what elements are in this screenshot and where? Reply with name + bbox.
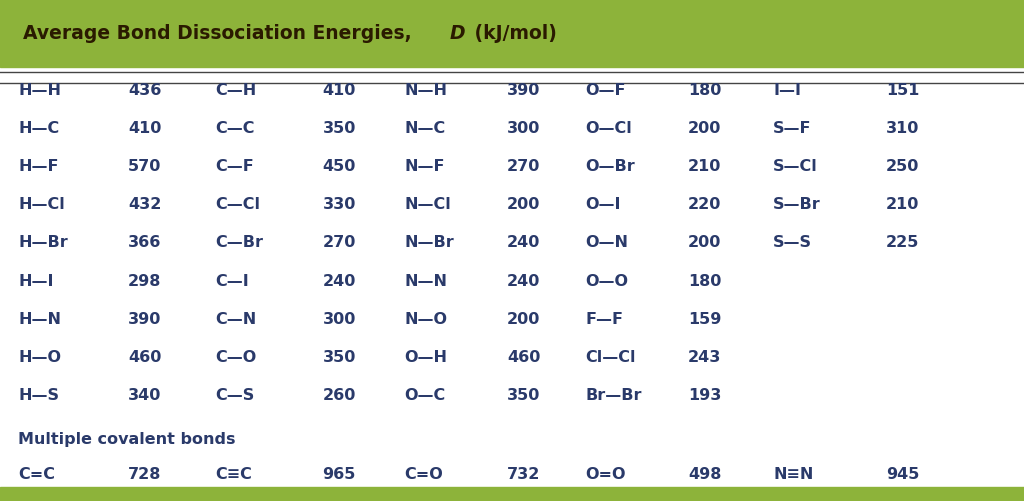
Text: 570: 570	[128, 159, 162, 174]
Text: 270: 270	[323, 235, 356, 250]
Text: C=O: C=O	[404, 466, 443, 481]
Text: 310: 310	[886, 121, 920, 136]
Text: D: D	[450, 25, 465, 43]
Bar	[0, 0, 1024, 68]
Text: S—S: S—S	[773, 235, 812, 250]
Text: 300: 300	[323, 311, 356, 326]
Text: (kJ/mol): (kJ/mol)	[468, 25, 557, 43]
Text: 225: 225	[886, 235, 920, 250]
Text: Average Bond Dissociation Energies,: Average Bond Dissociation Energies,	[23, 25, 418, 43]
Text: Cl—Cl: Cl—Cl	[586, 349, 636, 364]
Text: O—C: O—C	[404, 387, 445, 402]
Text: N—O: N—O	[404, 311, 447, 326]
Text: S—Cl: S—Cl	[773, 159, 818, 174]
Text: I—I: I—I	[773, 83, 801, 98]
Text: C≡C: C≡C	[215, 466, 252, 481]
Text: 460: 460	[507, 349, 541, 364]
Text: 498: 498	[688, 466, 722, 481]
Text: N≡N: N≡N	[773, 466, 813, 481]
Text: N—H: N—H	[404, 83, 447, 98]
Text: C—C: C—C	[215, 121, 255, 136]
Text: 390: 390	[128, 311, 162, 326]
Text: 250: 250	[886, 159, 920, 174]
Text: 270: 270	[507, 159, 541, 174]
Text: 240: 240	[507, 273, 541, 288]
Text: 200: 200	[688, 235, 722, 250]
Text: 243: 243	[688, 349, 722, 364]
Text: 180: 180	[688, 83, 722, 98]
Text: N—F: N—F	[404, 159, 445, 174]
Text: O—H: O—H	[404, 349, 447, 364]
Text: N—Br: N—Br	[404, 235, 455, 250]
Text: S—F: S—F	[773, 121, 812, 136]
Text: H—H: H—H	[18, 83, 61, 98]
Text: 390: 390	[507, 83, 541, 98]
Text: O=O: O=O	[586, 466, 627, 481]
Text: O—O: O—O	[586, 273, 629, 288]
Text: C=C: C=C	[18, 466, 55, 481]
Text: O—I: O—I	[586, 197, 622, 212]
Text: H—Br: H—Br	[18, 235, 69, 250]
Text: O—Cl: O—Cl	[586, 121, 633, 136]
Text: H—N: H—N	[18, 311, 61, 326]
Text: 436: 436	[128, 83, 162, 98]
Text: C—Cl: C—Cl	[215, 197, 260, 212]
Text: C—O: C—O	[215, 349, 256, 364]
Text: N—N: N—N	[404, 273, 447, 288]
Text: 240: 240	[323, 273, 356, 288]
Text: 151: 151	[886, 83, 920, 98]
Text: 340: 340	[128, 387, 162, 402]
Text: C—Br: C—Br	[215, 235, 263, 250]
Text: F—F: F—F	[586, 311, 624, 326]
Text: 298: 298	[128, 273, 162, 288]
Text: H—F: H—F	[18, 159, 59, 174]
Text: H—O: H—O	[18, 349, 61, 364]
Text: 300: 300	[507, 121, 541, 136]
Text: O—N: O—N	[586, 235, 629, 250]
Text: 350: 350	[323, 349, 356, 364]
Text: 200: 200	[688, 121, 722, 136]
Text: 200: 200	[507, 197, 541, 212]
Text: Br—Br: Br—Br	[586, 387, 642, 402]
Text: 945: 945	[886, 466, 920, 481]
Text: 210: 210	[886, 197, 920, 212]
Text: 728: 728	[128, 466, 162, 481]
Text: O—Br: O—Br	[586, 159, 636, 174]
Text: 159: 159	[688, 311, 722, 326]
Text: S—Br: S—Br	[773, 197, 821, 212]
Text: C—H: C—H	[215, 83, 256, 98]
Text: 410: 410	[323, 83, 356, 98]
Text: 260: 260	[323, 387, 356, 402]
Text: N—C: N—C	[404, 121, 445, 136]
Text: 193: 193	[688, 387, 722, 402]
Text: 732: 732	[507, 466, 541, 481]
Bar	[0, 487, 1024, 501]
Text: H—Cl: H—Cl	[18, 197, 66, 212]
Text: 460: 460	[128, 349, 162, 364]
Text: 330: 330	[323, 197, 356, 212]
Text: 200: 200	[507, 311, 541, 326]
Text: 210: 210	[688, 159, 722, 174]
Text: C—F: C—F	[215, 159, 254, 174]
Text: 450: 450	[323, 159, 356, 174]
Text: H—C: H—C	[18, 121, 59, 136]
Text: 220: 220	[688, 197, 722, 212]
Text: Multiple covalent bonds: Multiple covalent bonds	[18, 431, 236, 446]
Text: 350: 350	[507, 387, 541, 402]
Text: 350: 350	[323, 121, 356, 136]
Text: 240: 240	[507, 235, 541, 250]
Text: C—N: C—N	[215, 311, 256, 326]
Text: 410: 410	[128, 121, 162, 136]
Text: C—I: C—I	[215, 273, 249, 288]
Text: C—S: C—S	[215, 387, 254, 402]
Text: H—I: H—I	[18, 273, 54, 288]
Text: 965: 965	[323, 466, 356, 481]
Text: 180: 180	[688, 273, 722, 288]
Text: 432: 432	[128, 197, 162, 212]
Text: 366: 366	[128, 235, 162, 250]
Text: H—S: H—S	[18, 387, 59, 402]
Text: O—F: O—F	[586, 83, 627, 98]
Text: N—Cl: N—Cl	[404, 197, 452, 212]
